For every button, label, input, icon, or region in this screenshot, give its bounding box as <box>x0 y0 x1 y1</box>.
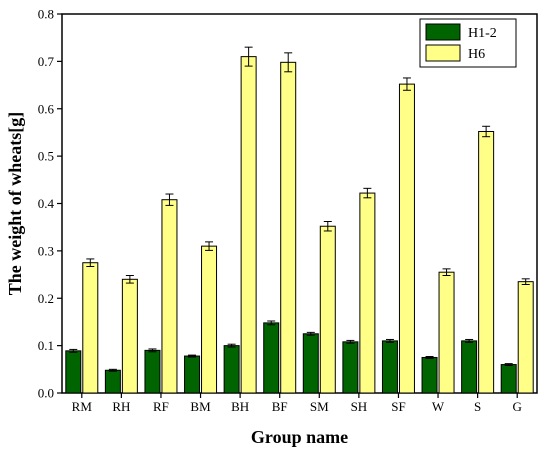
y-tick-label: 0.8 <box>38 7 54 22</box>
bar-h1-2-sf <box>381 340 398 394</box>
axes-layer: 0.0 0.1 0.2 0.3 0.4 0.5 0.6 0.7 0.8 RM RH RF BM BH BF S… <box>38 7 522 415</box>
legend-label-h6: H6 <box>468 47 485 62</box>
x-tick-label-bh: BH <box>231 399 249 414</box>
y-tick-label: 0.0 <box>38 386 54 401</box>
bar-h1-2-rm <box>65 350 82 394</box>
bar-h6-sf <box>398 83 415 394</box>
x-axis-title: Group name <box>251 427 348 447</box>
bar-h1-2-rh <box>104 369 121 394</box>
bar-h6-rf <box>161 199 178 394</box>
bar-h1-2-sh <box>342 341 359 394</box>
bar-h6-w <box>438 271 455 394</box>
x-tick-label-sh: SH <box>351 399 368 414</box>
bar-h6-g <box>517 281 534 394</box>
bar-h1-2-sm <box>302 333 319 394</box>
legend-label-h1-2: H1-2 <box>468 26 497 41</box>
bar-h6-bf <box>280 61 297 394</box>
y-tick-label: 0.4 <box>38 196 55 211</box>
bars-layer <box>65 46 534 394</box>
y-axis-title: The weight of wheats[g] <box>5 112 25 295</box>
x-tick-label-w: W <box>432 399 445 414</box>
y-tick-label: 0.7 <box>38 54 55 69</box>
y-tick-label: 0.5 <box>38 149 54 164</box>
x-tick-label-sf: SF <box>391 399 405 414</box>
bar-h6-rm <box>82 262 99 394</box>
bar-h1-2-w <box>421 356 438 394</box>
y-tick-label: 0.1 <box>38 338 54 353</box>
bar-h1-2-bf <box>263 322 280 394</box>
legend: H1-2 H6 <box>419 18 517 68</box>
bar-h6-sm <box>319 225 336 394</box>
x-tick-label-s: S <box>474 399 481 414</box>
bar-h6-rh <box>121 278 138 394</box>
x-tick-label-rh: RH <box>112 399 130 414</box>
bar-h1-2-rf <box>144 349 161 394</box>
x-tick-label-rm: RM <box>72 399 93 414</box>
y-tick-label: 0.3 <box>38 243 54 258</box>
x-tick-label-sm: SM <box>310 399 329 414</box>
bar-h6-bm <box>201 245 218 394</box>
legend-swatch-h6 <box>425 44 461 62</box>
bar-h1-2-bm <box>184 355 201 394</box>
bar-h6-s <box>478 130 495 394</box>
bar-h1-2-g <box>500 364 517 394</box>
x-tick-label-bm: BM <box>190 399 211 414</box>
x-tick-label-rf: RF <box>153 399 169 414</box>
bar-h1-2-s <box>461 340 478 394</box>
bar-h1-2-bh <box>223 345 240 394</box>
legend-swatch-h1-2 <box>425 23 461 41</box>
bar-h6-bh <box>240 56 257 394</box>
y-tick-label: 0.6 <box>38 101 55 116</box>
bar-h6-sh <box>359 192 376 394</box>
x-tick-label-bf: BF <box>272 399 288 414</box>
x-tick-label-g: G <box>513 399 522 414</box>
y-tick-label: 0.2 <box>38 291 54 306</box>
